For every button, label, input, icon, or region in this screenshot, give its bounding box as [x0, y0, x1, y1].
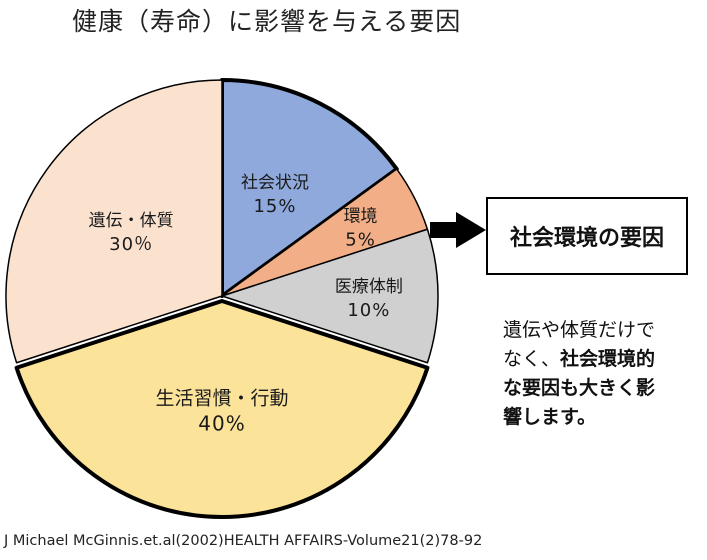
- note-line-2-bold: 社会環境的: [560, 348, 656, 370]
- note-line-4: 響します。: [503, 406, 597, 428]
- slice-label-遺伝-体質: 遺伝・体質: [89, 211, 174, 231]
- pie-slice-医療体制: [221, 228, 439, 364]
- slice-value-社会状況: 15%: [253, 196, 296, 217]
- note-line-2-plain: なく、: [503, 348, 561, 370]
- right-arrow-icon: [430, 212, 486, 248]
- slice-label-生活習慣-行動: 生活習慣・行動: [155, 387, 288, 409]
- slice-label-社会状況: 社会状況: [241, 173, 309, 193]
- pie-slice-生活習慣-行動: [14, 299, 430, 519]
- pie-slice-社会状況: [220, 78, 399, 298]
- slice-value-生活習慣-行動: 40%: [198, 411, 245, 435]
- social-environment-callout: 社会環境の要因: [486, 197, 688, 275]
- slice-label-医療体制: 医療体制: [335, 277, 403, 297]
- note-line-3: な要因も大きく影: [503, 377, 656, 399]
- slice-value-医療体制: 10%: [347, 300, 390, 321]
- note-line-1: 遺伝や体質だけで: [503, 319, 656, 341]
- slice-value-遺伝-体質: 30％: [109, 234, 153, 255]
- slice-label-環境: 環境: [344, 206, 378, 226]
- note-line-2: なく、社会環境的: [503, 345, 703, 374]
- pie-slice-遺伝-体質: [5, 79, 223, 364]
- slice-value-環境: 5%: [345, 229, 376, 250]
- chart-title: 健康（寿命）に影響を与える要因: [72, 7, 462, 36]
- source-citation: J Michael McGinnis.et.al(2002)HEALTH AFF…: [4, 533, 483, 549]
- explanation-note: 遺伝や体質だけで なく、社会環境的 な要因も大きく影 響します。: [503, 316, 703, 432]
